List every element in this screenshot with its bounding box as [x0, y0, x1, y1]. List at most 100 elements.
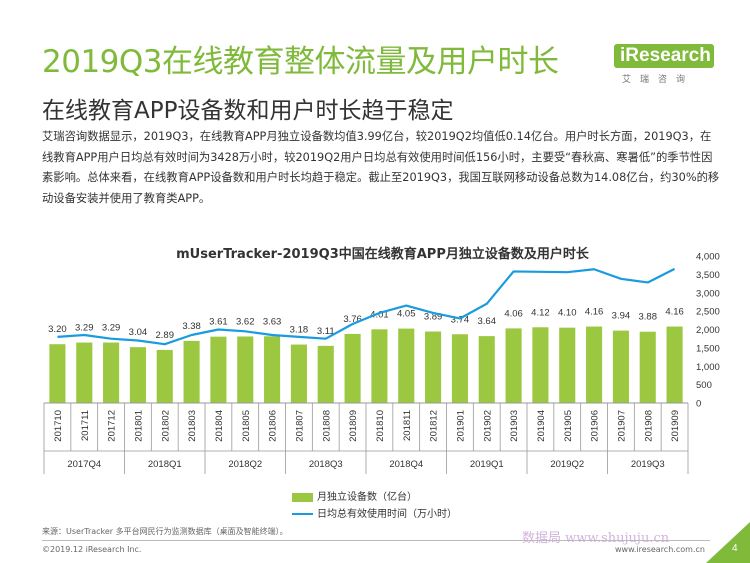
bar-label-201903: 4.06	[504, 308, 523, 319]
x-label-201901: 201901	[455, 410, 466, 442]
line-usage-time	[57, 267, 676, 346]
bar-201907	[612, 330, 629, 403]
y-tick-0: 0	[696, 399, 701, 410]
legend-bar-swatch	[292, 492, 313, 502]
summary-paragraph: 艾瑞咨询数据显示，2019Q3，在线教育APP月独立设备数均值3.99亿台，较2…	[42, 130, 720, 205]
bar-201909	[666, 326, 683, 403]
chart-title: mUserTracker-2019Q3中国在线教育APP月独立设备数及用户时长	[176, 247, 589, 262]
legend-line-entry: 日均总有效使用时间（万小时）	[292, 505, 457, 520]
group-label-2017Q4: 2017Q4	[67, 459, 101, 470]
x-label-201906: 201906	[590, 410, 601, 442]
legend-bar-entry: 月独立设备数（亿台）	[292, 488, 417, 503]
bar-label-201807: 3.18	[290, 325, 309, 336]
bar-201810	[371, 329, 388, 403]
group-label-2018Q1: 2018Q1	[148, 459, 182, 470]
page-title: 2019Q3在线教育整体流量及用户时长	[42, 44, 559, 80]
bar-label-201909: 4.16	[665, 307, 684, 318]
bar-201905	[559, 327, 576, 403]
footer-divider	[42, 540, 710, 541]
x-label-201904: 201904	[536, 410, 547, 442]
logo-brand: iResearch	[614, 44, 714, 68]
x-label-201811: 201811	[402, 410, 413, 441]
y-tick-2,500: 2,500	[696, 307, 720, 318]
legend-line-swatch	[292, 513, 313, 515]
x-label-201805: 201805	[241, 410, 252, 442]
x-label-201710: 201710	[53, 410, 64, 442]
y-tick-4,000: 4,000	[696, 252, 720, 263]
bar-201811	[398, 328, 415, 403]
bar-label-201808: 3.11	[317, 326, 335, 337]
bar-label-201802: 2.89	[156, 330, 175, 341]
logo-subtext: 艾瑞咨询	[622, 75, 695, 85]
legend-bar-label: 月独立设备数（亿台）	[317, 492, 417, 503]
x-label-201909: 201909	[670, 410, 681, 442]
group-label-2018Q4: 2018Q4	[389, 459, 423, 470]
x-label-201905: 201905	[563, 410, 574, 442]
bar-201803	[183, 340, 200, 403]
page-corner	[706, 522, 750, 563]
group-label-2018Q3: 2018Q3	[309, 459, 343, 470]
bar-201712	[103, 342, 120, 403]
bar-label-201904: 4.12	[531, 307, 550, 318]
bar-label-201805: 3.62	[236, 316, 255, 327]
x-label-201903: 201903	[509, 410, 520, 442]
x-label-201808: 201808	[321, 410, 332, 442]
x-label-201809: 201809	[348, 410, 359, 442]
y-tick-1,500: 1,500	[696, 343, 720, 354]
y-tick-2,000: 2,000	[696, 325, 720, 336]
x-label-201806: 201806	[268, 410, 279, 442]
bar-label-201809: 3.76	[343, 314, 362, 325]
page-subtitle: 在线教育APP设备数和用户时长趋于稳定	[42, 98, 454, 124]
bar-label-201804: 3.61	[209, 317, 228, 328]
bar-201903	[505, 328, 522, 403]
bar-201802	[156, 349, 173, 403]
bar-201906	[586, 326, 603, 403]
bar-label-201806: 3.63	[263, 316, 282, 327]
bar-201805	[237, 336, 254, 403]
source-note: 来源：UserTracker 多平台网民行为监测数据库（桌面及智能终端）。	[42, 527, 288, 536]
bar-201807	[290, 344, 307, 403]
x-label-201804: 201804	[214, 410, 225, 442]
bar-label-201710: 3.20	[48, 324, 67, 335]
bar-label-201907: 3.94	[612, 311, 631, 322]
bar-201904	[532, 327, 549, 403]
x-label-201803: 201803	[187, 410, 198, 442]
bar-201809	[344, 333, 361, 403]
x-label-201902: 201902	[482, 410, 493, 442]
x-label-201711: 201711	[80, 410, 91, 441]
watermark: 数据局 www.shujuju.cn	[522, 531, 670, 546]
bar-label-201902: 3.64	[478, 316, 497, 327]
bar-201804	[210, 336, 227, 403]
bar-201812	[425, 331, 442, 403]
y-tick-1,000: 1,000	[696, 362, 720, 373]
page-number: 4	[732, 543, 738, 554]
group-label-2019Q2: 2019Q2	[550, 459, 584, 470]
group-label-2018Q2: 2018Q2	[228, 459, 262, 470]
x-label-201810: 201810	[375, 410, 386, 442]
bar-label-201901: 3.74	[451, 314, 470, 325]
bar-label-201812: 3.89	[424, 312, 443, 323]
bar-201711	[76, 342, 93, 403]
copyright: ©2019.12 iResearch Inc.	[42, 545, 142, 554]
y-tick-3,500: 3,500	[696, 270, 720, 281]
bar-201902	[478, 336, 495, 403]
bar-label-201810: 4.01	[370, 309, 389, 320]
y-tick-500: 500	[696, 380, 712, 391]
bar-label-201803: 3.38	[182, 321, 201, 332]
bar-label-201908: 3.88	[639, 312, 658, 323]
bar-label-201906: 4.16	[585, 307, 604, 318]
bar-201806	[264, 336, 281, 403]
x-label-201801: 201801	[133, 410, 144, 442]
y-tick-3,000: 3,000	[696, 288, 720, 299]
x-label-201802: 201802	[160, 410, 171, 442]
bar-201901	[451, 334, 468, 403]
legend-line-label: 日均总有效使用时间（万小时）	[317, 509, 457, 520]
x-label-201712: 201712	[107, 410, 118, 442]
bar-201801	[129, 347, 146, 403]
bar-201908	[639, 331, 656, 403]
x-label-201907: 201907	[616, 410, 627, 442]
group-label-2019Q1: 2019Q1	[470, 459, 504, 470]
bar-label-201711: 3.29	[75, 323, 94, 334]
site-url: www.iresearch.com.cn	[615, 545, 705, 554]
